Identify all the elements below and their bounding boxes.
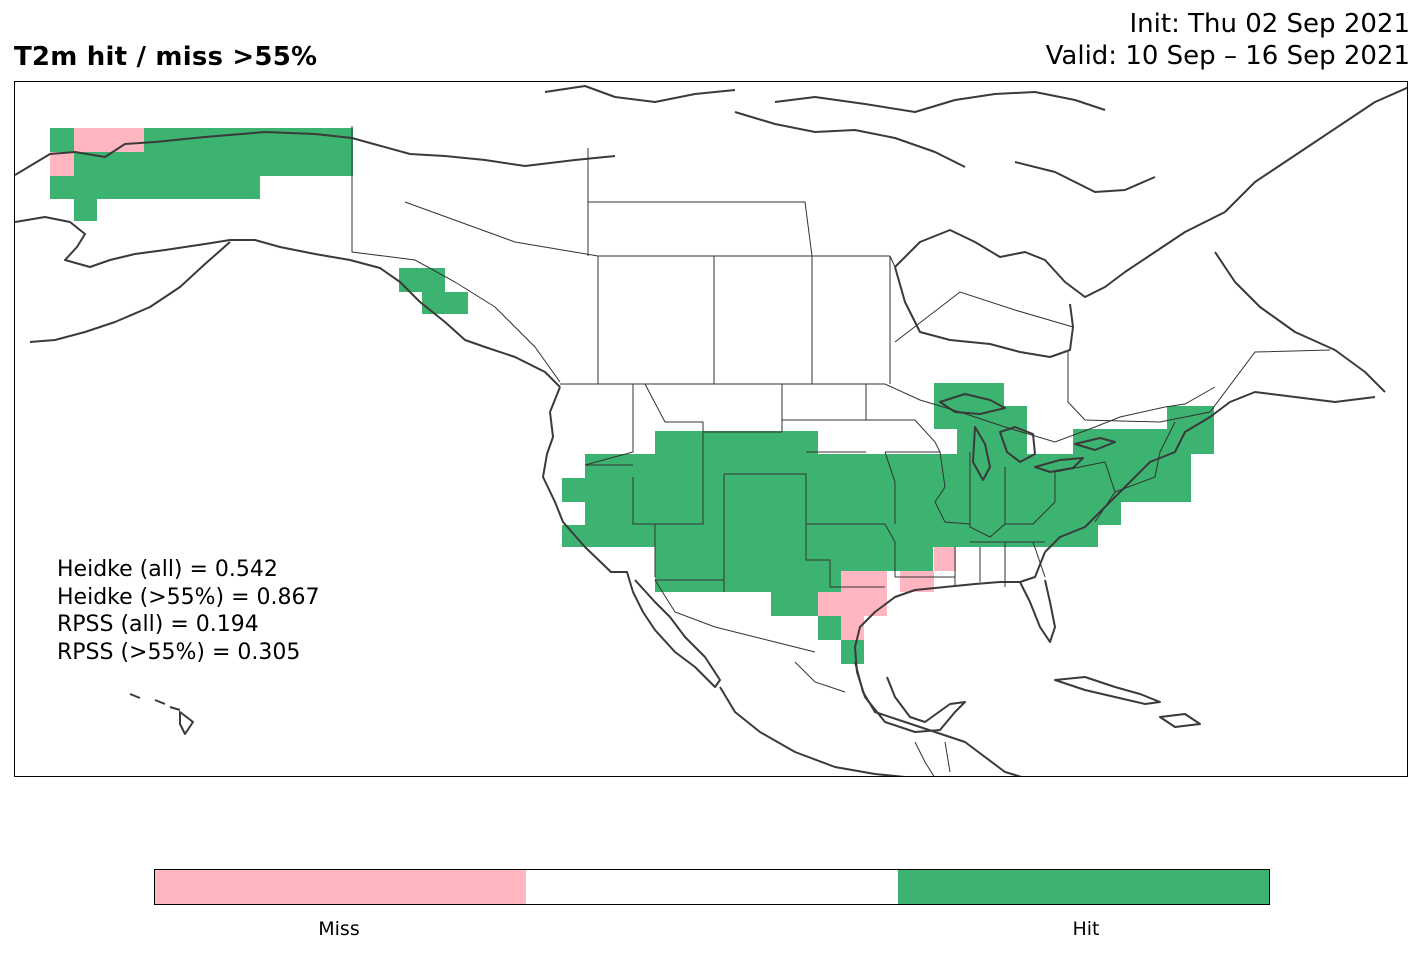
hudson-bay-west [894,266,1074,358]
miss-cell [50,152,74,176]
us-states-west [584,383,955,592]
hawaii [129,693,194,735]
heidke-above-55: Heidke (>55%) = 0.867 [57,584,320,610]
hit-cell [1051,525,1098,547]
alaska-coast [15,131,616,388]
colorbar [154,869,1270,905]
hit-cell [585,478,1191,502]
miss-cell [818,592,887,616]
rpss-all: RPSS (all) = 0.194 [57,612,259,637]
miss-cell [841,571,887,592]
hit-cell [74,199,97,221]
east-coast [1044,391,1376,553]
heidke-all: Heidke (all) = 0.542 [57,557,278,582]
hit-cell [422,292,468,314]
coastlines [15,85,1407,776]
mexico-states [654,579,951,776]
hit-cell [818,616,841,640]
colorbar-neutral [526,870,898,904]
hit-cell [771,592,818,616]
hudson-bay [894,211,1226,298]
cuba-hispaniola [1054,676,1201,728]
alaska-cells [50,128,468,314]
colorbar-miss [155,870,527,904]
alaska-peninsula [29,241,231,343]
us-states-east [866,419,1176,587]
map-title: T2m hit / miss >55% [14,42,318,72]
hit-cell [655,431,818,454]
hit-cell [562,478,585,502]
alaska-canada-border [351,126,561,383]
map-panel [14,81,1408,777]
miss-cell [934,547,956,571]
political-borders [351,126,1331,776]
colorbar-label-hit: Hit [1072,918,1100,940]
colorbar-hit [897,870,1269,904]
arctic-islands [544,85,1156,193]
miss-cell [74,128,144,152]
hit-cell [562,525,1098,547]
hit-cell [655,547,933,571]
hit-cell [655,571,842,592]
miss-cell [900,571,934,592]
florida-coast [1019,579,1056,643]
valid-range: Valid: 10 Sep – 16 Sep 2021 [1045,41,1410,71]
hit-cell [841,640,864,664]
rpss-above-55: RPSS (>55%) = 0.305 [57,639,301,665]
us-canada-border [560,383,1216,443]
labrador-coast [1214,86,1407,393]
great-lakes [939,393,1116,481]
hit-cell [585,502,1121,525]
skill-scores: Heidke (all) = 0.542 Heidke (>55%) = 0.8… [57,556,320,666]
colorbar-label-miss: Miss [318,918,360,940]
hit-cell [50,176,260,199]
west-coast [542,386,721,688]
central-america-coast [719,661,1022,776]
map-canvas [15,85,1407,776]
init-date: Init: Thu 02 Sep 2021 [1129,9,1410,39]
hit-cell [585,454,1191,478]
canadian-provinces [404,148,1331,423]
date-info: Init: Thu 02 Sep 2021 Valid: 10 Sep – 16… [1046,8,1410,72]
